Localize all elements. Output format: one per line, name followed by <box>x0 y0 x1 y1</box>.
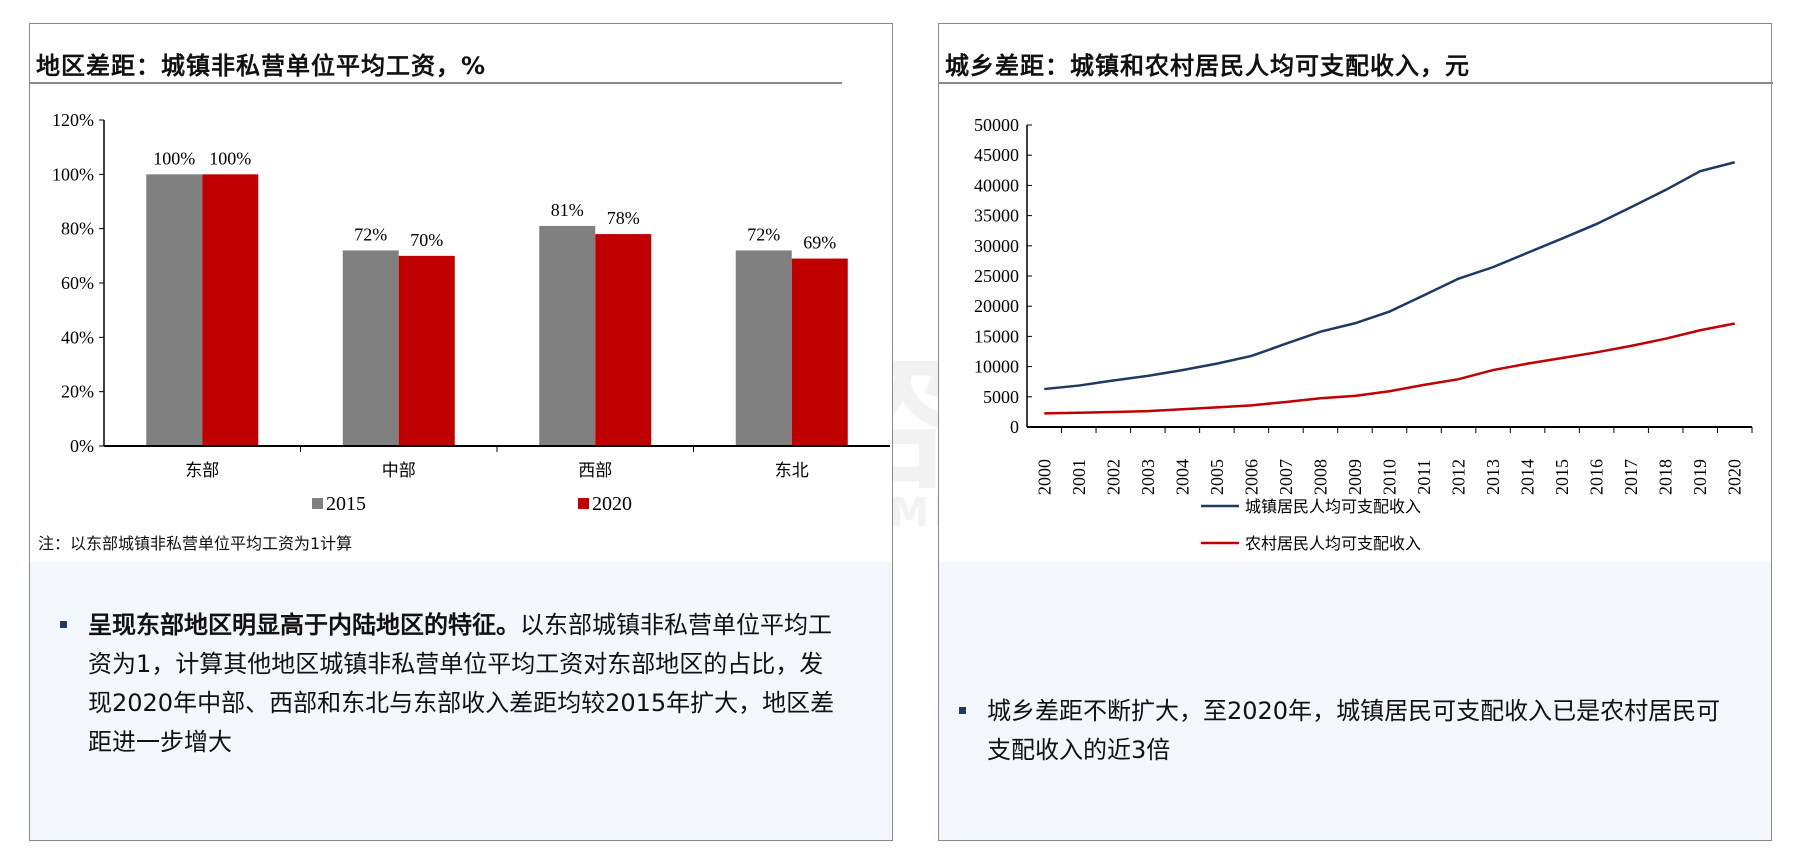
y-tick-label: 100% <box>52 164 94 184</box>
data-label: 81% <box>551 200 584 220</box>
summary-box: 城乡差距不断扩大，至2020年，城镇居民可支配收入已是农村居民可支配收入的近3倍 <box>939 562 1771 840</box>
bar-2020 <box>398 255 455 446</box>
x-tick-label: 2020 <box>1725 459 1745 495</box>
x-tick-label: 2017 <box>1621 459 1641 495</box>
data-label: 100% <box>153 148 195 168</box>
bar-2015 <box>342 250 399 446</box>
x-tick-label: 2018 <box>1656 459 1676 495</box>
y-tick-label: 80% <box>61 219 94 239</box>
bar-2020 <box>595 234 652 446</box>
y-tick-label: 0% <box>70 436 94 456</box>
legend-label: 城镇居民人均可支配收入 <box>1245 498 1421 516</box>
bar-2015 <box>539 225 596 446</box>
legend-label: 农村居民人均可支配收入 <box>1245 535 1421 553</box>
bar-2015 <box>735 250 792 446</box>
data-label: 70% <box>410 230 443 250</box>
bar-chart: 0% 20% 40% 60% 80% 100% 120% 100% 100% 东部 72% 70% 中部… <box>52 110 890 515</box>
title-divider <box>939 82 1773 84</box>
y-tick-label: 120% <box>52 110 94 130</box>
x-tick-label: 2008 <box>1310 459 1330 495</box>
y-tick-label: 5000 <box>983 387 1019 407</box>
y-tick-label: 45000 <box>974 145 1019 165</box>
data-label: 72% <box>747 224 780 244</box>
y-tick-label: 20% <box>61 382 94 402</box>
y-tick-label: 35000 <box>974 206 1019 226</box>
x-tick-label: 2007 <box>1276 459 1296 495</box>
data-label: 69% <box>803 233 836 253</box>
series-line-urban <box>1044 161 1736 391</box>
y-tick-label: 20000 <box>974 296 1019 316</box>
summary-bullet: 城乡差距不断扩大，至2020年，城镇居民可支配收入已是农村居民可支配收入的近3倍 <box>959 692 1727 770</box>
x-category-label: 东部 <box>185 461 219 480</box>
y-tick-label: 30000 <box>974 236 1019 256</box>
y-tick-label: 40% <box>61 327 94 347</box>
x-tick-label: 2016 <box>1587 459 1607 495</box>
bullet-icon <box>60 621 67 628</box>
data-label: 78% <box>607 208 640 228</box>
bar-2020 <box>202 174 259 447</box>
legend-label: 2020 <box>592 493 632 515</box>
x-tick-label: 2001 <box>1069 459 1089 495</box>
urban-rural-gap-panel: 城乡差距：城镇和农村居民人均可支配收入，元 0 5000 10000 15000 200… <box>938 23 1773 841</box>
bullet-bold: 呈现东部地区明显高于内陆地区的特征。 <box>88 611 520 639</box>
data-label: 72% <box>354 224 387 244</box>
x-tick-label: 2006 <box>1241 459 1261 495</box>
y-tick-label: 25000 <box>974 266 1019 286</box>
x-category-label: 中部 <box>382 461 416 480</box>
bullet-icon <box>959 707 966 714</box>
series-line-rural <box>1044 322 1735 415</box>
y-tick-label: 60% <box>61 273 94 293</box>
chart-note: 注：以东部城镇非私营单位平均工资为1计算 <box>38 534 353 553</box>
bullet-text: 以东部城镇非私营单位平均工资为1，计算其他地区城镇非私营单位平均工资对东部地区的… <box>88 611 835 756</box>
x-tick-label: 2010 <box>1380 459 1400 495</box>
title-divider <box>30 82 842 84</box>
x-tick-label: 2011 <box>1414 459 1434 494</box>
x-tick-label: 2005 <box>1207 459 1227 495</box>
bar-2020 <box>791 258 848 446</box>
legend-swatch-2015 <box>312 498 323 509</box>
x-tick-label: 2009 <box>1345 459 1365 495</box>
x-tick-label: 2014 <box>1518 459 1538 495</box>
y-tick-label: 15000 <box>974 326 1019 346</box>
summary-box: 呈现东部地区明显高于内陆地区的特征。以东部城镇非私营单位平均工资为1，计算其他地… <box>30 562 892 840</box>
x-tick-label: 2012 <box>1449 459 1469 495</box>
x-tick-label: 2004 <box>1172 459 1192 495</box>
panel-title: 地区差距：城镇非私营单位平均工资，% <box>36 52 487 80</box>
x-tick-label: 2002 <box>1103 459 1123 495</box>
x-tick-label: 2003 <box>1138 459 1158 495</box>
y-tick-label: 0 <box>1010 417 1019 437</box>
legend-swatch-2020 <box>578 498 589 509</box>
legend-label: 2015 <box>326 493 366 515</box>
bullet-text: 城乡差距不断扩大，至2020年，城镇居民可支配收入已是农村居民可支配收入的近3倍 <box>987 697 1721 764</box>
x-category-label: 西部 <box>578 461 612 480</box>
x-category-label: 东北 <box>775 461 809 480</box>
y-tick-label: 40000 <box>974 175 1019 195</box>
data-label: 100% <box>209 148 251 168</box>
x-tick-label: 2015 <box>1552 459 1572 495</box>
x-tick-label: 2019 <box>1690 459 1710 495</box>
y-tick-label: 10000 <box>974 357 1019 377</box>
x-tick-label: 2013 <box>1483 459 1503 495</box>
summary-bullet: 呈现东部地区明显高于内陆地区的特征。以东部城镇非私营单位平均工资为1，计算其他地… <box>60 606 838 762</box>
regional-gap-panel: 地区差距：城镇非私营单位平均工资，% 0% 20% 40% 60% 80% 100% 120… <box>29 23 893 841</box>
y-tick-label: 50000 <box>974 115 1019 135</box>
panel-title: 城乡差距：城镇和农村居民人均可支配收入，元 <box>945 52 1470 80</box>
bar-2015 <box>146 174 203 447</box>
line-chart: 0 5000 10000 15000 20000 25000 30000 35000 40000… <box>974 115 1753 553</box>
x-tick-label: 2000 <box>1034 459 1054 495</box>
